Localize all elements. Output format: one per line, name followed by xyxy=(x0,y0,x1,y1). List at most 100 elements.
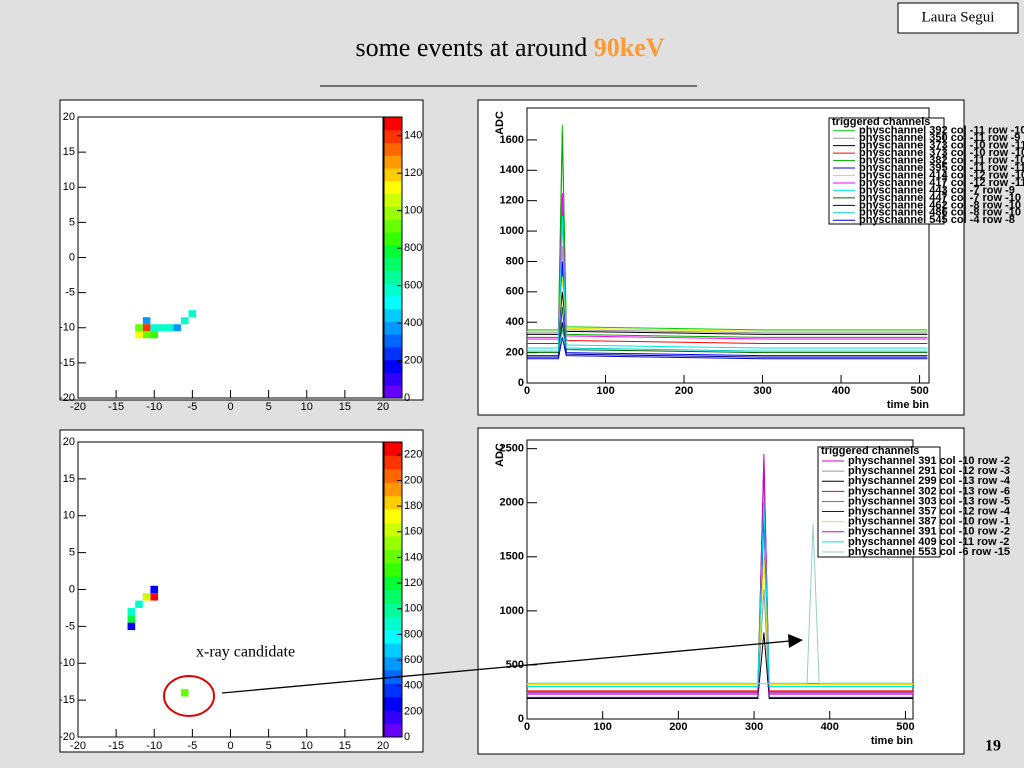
x-tick-label: 300 xyxy=(745,721,763,733)
series-line xyxy=(527,337,928,360)
cell xyxy=(150,585,159,594)
legend-label: physchannel 545 col -4 row -8 xyxy=(859,214,1015,226)
x-axis-label: time bin xyxy=(887,399,929,411)
colorbar-step xyxy=(384,321,402,335)
y-tick-label: 5 xyxy=(69,547,75,559)
colorbar-step xyxy=(384,129,402,144)
cell xyxy=(142,317,151,325)
author: Laura Segui xyxy=(922,9,995,25)
y-tick-label: 10 xyxy=(63,181,75,193)
z-tick-label: 140 xyxy=(404,551,422,563)
x-tick-label: 300 xyxy=(753,385,771,397)
colorbar-step xyxy=(384,442,402,456)
arrow-line xyxy=(221,640,791,694)
colorbar-step xyxy=(384,372,402,386)
colorbar-step xyxy=(384,535,402,550)
colorbar-step xyxy=(384,468,402,483)
z-tick-label: 800 xyxy=(404,242,422,254)
legend-title: triggered channels xyxy=(832,116,930,128)
x-tick-label: -5 xyxy=(187,740,197,752)
z-tick-label: 220 xyxy=(404,449,422,461)
y-tick-label: 20 xyxy=(63,436,75,448)
legend-label: physchannel 302 col -13 row -6 xyxy=(848,485,1010,497)
annotation: x-ray candidate xyxy=(196,644,295,661)
colorbar-step xyxy=(384,244,402,258)
y-tick-label: -15 xyxy=(59,357,75,369)
legend-label: physchannel 391 col -10 row -2 xyxy=(848,455,1010,467)
colorbar-step xyxy=(384,643,402,658)
series-line xyxy=(527,329,928,352)
colorbar-frame xyxy=(383,441,403,738)
cell xyxy=(158,324,166,332)
x-tick-label: -5 xyxy=(187,401,197,413)
y-tick-label: 800 xyxy=(506,255,524,267)
z-tick-label: 0 xyxy=(404,731,410,743)
colorbar-step xyxy=(384,710,402,725)
x-tick-label: 400 xyxy=(832,385,850,397)
y-tick-label: 1400 xyxy=(500,164,524,176)
y-tick-label: 200 xyxy=(506,347,524,359)
z-tick-label: 600 xyxy=(404,280,422,292)
y-tick-label: 1200 xyxy=(500,195,524,207)
colorbar-step xyxy=(384,482,402,497)
x-tick-label: -10 xyxy=(146,740,162,752)
y-tick-label: 10 xyxy=(63,510,75,522)
cell xyxy=(180,317,189,325)
colorbar-step xyxy=(384,168,402,182)
slide-title: some events at around 90keV xyxy=(355,33,664,62)
legend-label: physchannel 409 col -11 row -2 xyxy=(848,536,1009,548)
legend-label: physchannel 392 col -11 row -10 xyxy=(859,125,1024,137)
x-tick-label: 0 xyxy=(524,721,530,733)
legend-label: physchannel 486 col -8 row -10 xyxy=(859,207,1021,219)
legend-label: physchannel 395 col -11 row -11 xyxy=(859,162,1024,174)
y-tick-label: -5 xyxy=(65,287,75,299)
legend-label: physchannel 462 col -8 row -10 xyxy=(859,199,1021,211)
legend-label: physchannel 414 col -12 row -10 xyxy=(859,169,1024,181)
colorbar-step xyxy=(384,295,402,310)
cell xyxy=(150,331,159,339)
y-tick-label: 0 xyxy=(69,251,75,263)
series-line xyxy=(527,132,928,338)
cell xyxy=(142,324,151,332)
z-tick-label: 100 xyxy=(404,205,422,217)
colorbar-step xyxy=(384,562,402,577)
y-tick-label: 400 xyxy=(506,316,524,328)
colorbar-step xyxy=(384,193,402,207)
legend-label: physchannel 391 col -10 row -2 xyxy=(848,526,1010,538)
y-tick-label: 20 xyxy=(63,111,75,123)
x-tick-label: 10 xyxy=(301,401,313,413)
x-tick-label: 0 xyxy=(227,740,233,752)
x-tick-label: 100 xyxy=(596,385,614,397)
colorbar-step xyxy=(384,616,402,631)
y-tick-label: 600 xyxy=(506,286,524,298)
y-tick-label: 1000 xyxy=(500,605,524,617)
colorbar-step xyxy=(384,683,402,698)
x-tick-label: 20 xyxy=(377,401,389,413)
x-tick-label: 500 xyxy=(910,385,928,397)
colorbar-step xyxy=(384,696,402,711)
y-tick-label: 0 xyxy=(518,377,524,389)
cell xyxy=(135,331,143,339)
x-tick-label: -15 xyxy=(108,740,124,752)
title-text: some events at around xyxy=(355,33,587,62)
colorbar-step xyxy=(384,495,402,510)
x-tick-label: 10 xyxy=(301,740,313,752)
y-tick-label: 2500 xyxy=(500,443,524,455)
legend-label: physchannel 303 col -13 row -5 xyxy=(848,495,1010,507)
y-tick-label: 1600 xyxy=(500,134,524,146)
x-tick-label: -15 xyxy=(108,401,124,413)
y-tick-label: 0 xyxy=(69,583,75,595)
cell xyxy=(127,615,136,623)
plot-area xyxy=(77,441,384,738)
x-tick-label: 0 xyxy=(524,385,530,397)
y-tick-label: 15 xyxy=(63,146,75,158)
y-tick-label: -10 xyxy=(59,657,75,669)
title-highlight: 90keV xyxy=(594,33,665,62)
z-tick-label: 200 xyxy=(404,705,422,717)
y-axis-label: ADC xyxy=(494,443,506,467)
colorbar-step xyxy=(384,270,402,284)
cell xyxy=(127,607,136,616)
colorbar-step xyxy=(384,206,402,220)
cell xyxy=(188,310,197,318)
series-line xyxy=(527,306,928,354)
